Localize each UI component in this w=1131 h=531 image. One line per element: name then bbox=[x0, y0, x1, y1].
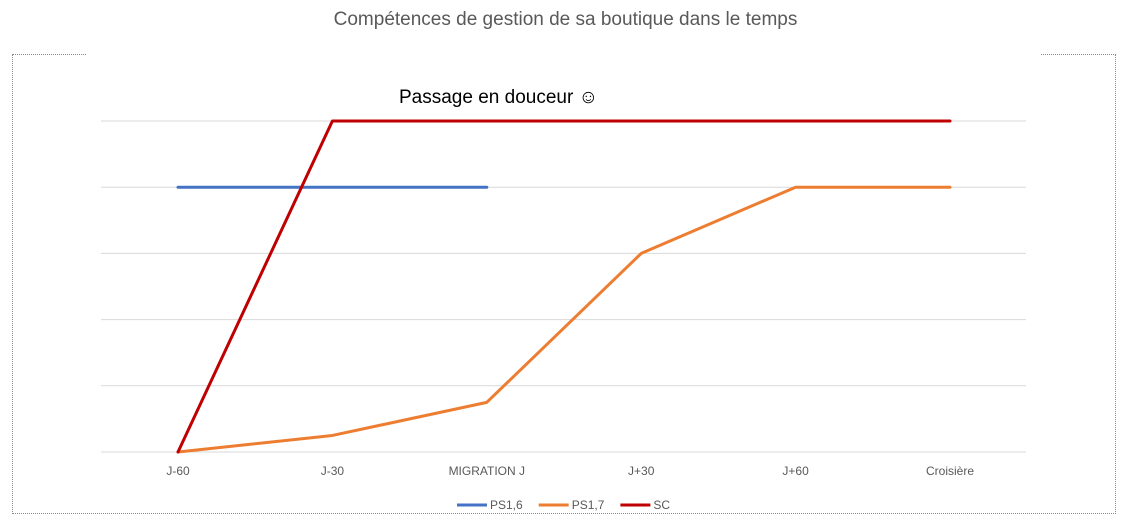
series-line bbox=[176, 185, 952, 454]
legend: PS1,6 PS1,7 SC bbox=[457, 498, 670, 512]
legend-label: SC bbox=[653, 498, 670, 512]
x-tick-labels: J-60 J-30 MIGRATION J J+30 J+60 Croisière bbox=[166, 464, 974, 478]
series-line bbox=[176, 119, 952, 454]
x-tick-label: J+30 bbox=[628, 464, 655, 478]
chart-annotation: Passage en douceur ☺ bbox=[399, 87, 598, 108]
x-tick-label: Croisière bbox=[926, 464, 974, 478]
grid-lines bbox=[101, 120, 1026, 453]
legend-label: PS1,7 bbox=[572, 498, 605, 512]
legend-label: PS1,6 bbox=[490, 498, 523, 512]
x-tick-label: MIGRATION J bbox=[449, 464, 525, 478]
x-tick-label: J-30 bbox=[321, 464, 345, 478]
frame-gap bbox=[86, 50, 1041, 60]
series-lines bbox=[176, 119, 952, 454]
chart-title: Compétences de gestion de sa boutique da… bbox=[333, 9, 798, 30]
x-tick-label: J-60 bbox=[166, 464, 190, 478]
x-tick-label: J+60 bbox=[782, 464, 809, 478]
